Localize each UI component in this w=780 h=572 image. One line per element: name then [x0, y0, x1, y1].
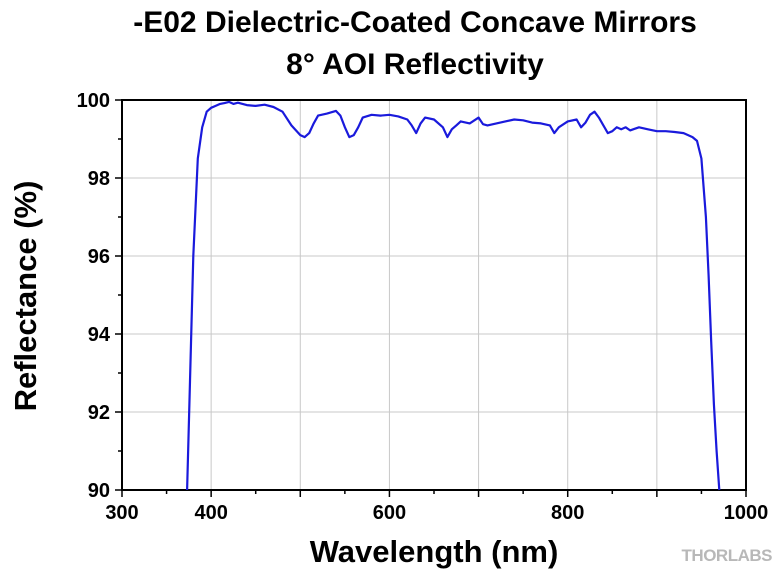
x-axis-label: Wavelength (nm)	[310, 534, 559, 569]
thorlabs-logo: THORLABS	[681, 546, 773, 565]
y-tick-label: 96	[88, 246, 110, 268]
series-layer	[186, 100, 721, 491]
chart-title: -E02 Dielectric-Coated Concave Mirrors	[133, 6, 697, 39]
ticks: 300 400 600 800 1000 90 92 94 96 98 100	[77, 90, 769, 524]
x-tick-label: 1000	[724, 502, 769, 524]
y-tick-label: 100	[77, 90, 110, 112]
y-tick-label: 98	[88, 168, 110, 190]
axes	[121, 99, 747, 491]
reflectance-line	[186, 100, 721, 491]
x-tick-label: 600	[373, 502, 406, 524]
grid-lines	[122, 100, 746, 490]
x-tick-label: 400	[194, 502, 227, 524]
y-tick-label: 94	[88, 324, 111, 346]
chart-subtitle: 8° AOI Reflectivity	[286, 48, 544, 81]
y-tick-label: 90	[88, 480, 110, 502]
y-axis-label: Reflectance (%)	[8, 181, 43, 412]
x-tick-label: 800	[551, 502, 584, 524]
plot-frame	[121, 99, 747, 491]
x-tick-label: 300	[105, 502, 138, 524]
y-tick-label: 92	[88, 402, 110, 424]
